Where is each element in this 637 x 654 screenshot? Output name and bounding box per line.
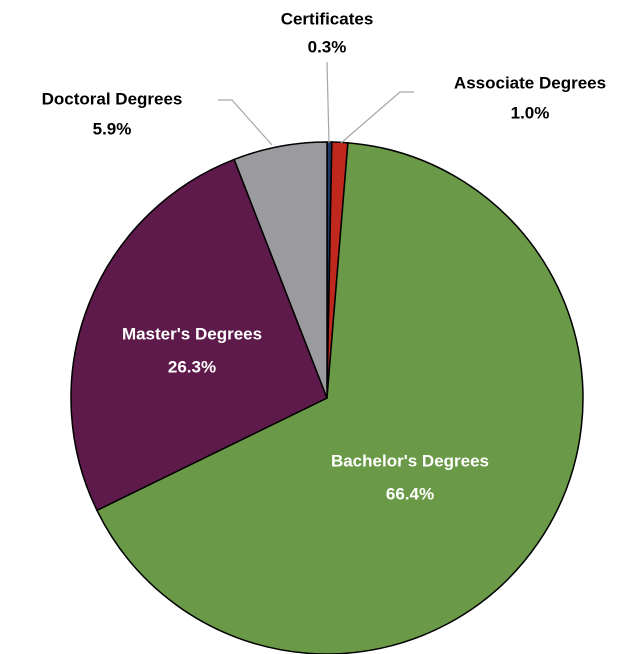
slice-value-label: 66.4% [386, 484, 434, 503]
pie-slice [70, 158, 328, 512]
pie-slice [95, 142, 584, 654]
slice-value-label: 5.9% [93, 119, 132, 138]
slice-label: Doctoral Degrees [42, 89, 183, 108]
leader-line [340, 91, 414, 144]
slice-label: Master's Degrees [122, 324, 262, 343]
slice-label: Bachelor's Degrees [331, 451, 489, 470]
slice-value-label: 0.3% [308, 37, 347, 56]
slice-value-label: 26.3% [168, 357, 216, 376]
slice-value-label: 1.0% [511, 103, 550, 122]
slice-label: Associate Degrees [454, 73, 606, 92]
slice-label: Certificates [281, 9, 374, 28]
leader-line [326, 61, 330, 144]
pie-slice [233, 141, 328, 399]
leader-line [218, 99, 273, 146]
